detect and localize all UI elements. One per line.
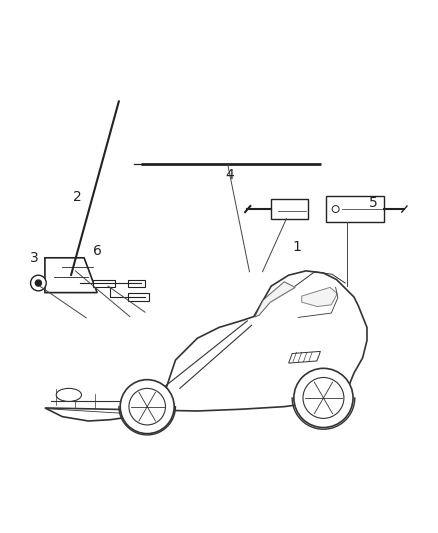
Text: 3: 3 bbox=[30, 251, 39, 265]
Polygon shape bbox=[289, 351, 321, 363]
Text: 5: 5 bbox=[369, 196, 378, 211]
FancyBboxPatch shape bbox=[271, 199, 308, 220]
Circle shape bbox=[35, 280, 42, 286]
Ellipse shape bbox=[56, 389, 81, 401]
Polygon shape bbox=[45, 258, 97, 293]
Circle shape bbox=[294, 368, 353, 427]
Text: 6: 6 bbox=[93, 244, 102, 259]
Polygon shape bbox=[45, 271, 367, 421]
FancyBboxPatch shape bbox=[127, 294, 149, 301]
Circle shape bbox=[303, 377, 344, 418]
FancyBboxPatch shape bbox=[127, 279, 145, 287]
Circle shape bbox=[120, 379, 174, 434]
FancyBboxPatch shape bbox=[93, 279, 115, 287]
FancyBboxPatch shape bbox=[325, 196, 385, 222]
Text: 4: 4 bbox=[226, 168, 234, 182]
Polygon shape bbox=[254, 282, 295, 317]
Polygon shape bbox=[302, 287, 337, 306]
Circle shape bbox=[129, 389, 166, 425]
Text: 1: 1 bbox=[293, 240, 302, 254]
Circle shape bbox=[332, 206, 339, 213]
Text: 2: 2 bbox=[73, 190, 82, 204]
Circle shape bbox=[31, 275, 46, 291]
